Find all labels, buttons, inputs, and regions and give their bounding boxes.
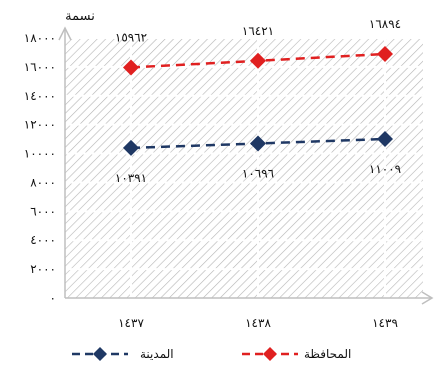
y-tick-label: ٢٠٠٠ <box>30 262 56 276</box>
legend-label: المدينة <box>140 347 174 361</box>
y-axis-arrow <box>58 26 72 41</box>
data-point-marker <box>250 135 266 152</box>
data-label: ١٦٨٩٤ <box>369 17 401 31</box>
legend: المحافظة المدينة <box>72 347 351 361</box>
y-tick-label: ١٢٠٠٠ <box>24 118 56 132</box>
x-tick-labels: ١٤٣٧ ١٤٣٨ ١٤٣٩ <box>118 316 398 330</box>
legend-item-1: المحافظة <box>242 347 351 361</box>
y-tick-label: ٤٠٠٠ <box>30 233 56 247</box>
legend-item-2: المدينة <box>72 347 174 361</box>
data-label: ١٠٦٩٦ <box>242 167 274 181</box>
y-tick-label: ١٨٠٠٠ <box>24 31 56 45</box>
data-point-marker <box>250 52 266 69</box>
y-tick-label: ٨٠٠٠ <box>30 175 56 189</box>
plot-area <box>65 38 423 298</box>
series-2: ١٠٣٩١ ١٠٦٩٦ ١١٠٠٩ <box>115 130 401 185</box>
y-tick-label: ٦٠٠٠ <box>30 204 56 218</box>
series-1: ١٥٩٦٢ ١٦٤٢١ ١٦٨٩٤ <box>115 17 401 76</box>
x-tick-label: ١٤٣٨ <box>245 316 271 330</box>
data-point-marker <box>123 59 139 76</box>
data-label: ١٠٣٩١ <box>115 171 147 185</box>
x-axis-arrow <box>421 291 434 305</box>
x-tick-label: ١٤٣٩ <box>372 316 398 330</box>
axes <box>58 26 434 305</box>
legend-marker <box>93 347 107 361</box>
x-tick-label: ١٤٣٧ <box>118 316 144 330</box>
data-label: ١١٠٠٩ <box>369 162 401 176</box>
legend-label: المحافظة <box>304 347 351 361</box>
y-tick-label: ٠ <box>50 291 56 305</box>
y-tick-label: ١٠٠٠٠ <box>24 147 56 161</box>
data-point-marker <box>377 130 393 147</box>
y-tick-label: ١٤٠٠٠ <box>24 89 56 103</box>
series-group: ١٥٩٦٢ ١٦٤٢١ ١٦٨٩٤ ١٠٣٩١ ١٠٦٩٦ ١١٠٠٩ <box>115 17 401 185</box>
data-label: ١٦٤٢١ <box>242 24 274 38</box>
legend-marker <box>263 347 277 361</box>
data-point-marker <box>123 139 139 156</box>
data-label: ١٥٩٦٢ <box>115 30 147 44</box>
y-tick-labels: ٠ ٢٠٠٠ ٤٠٠٠ ٦٠٠٠ ٨٠٠٠ ١٠٠٠٠ ١٢٠٠٠ ١٤٠٠٠ ١٦٠٠٠ ١٨٠… <box>24 31 56 305</box>
data-point-marker <box>377 45 393 62</box>
y-tick-label: ١٦٠٠٠ <box>24 60 56 74</box>
y-axis-title: نسمة <box>65 9 95 24</box>
